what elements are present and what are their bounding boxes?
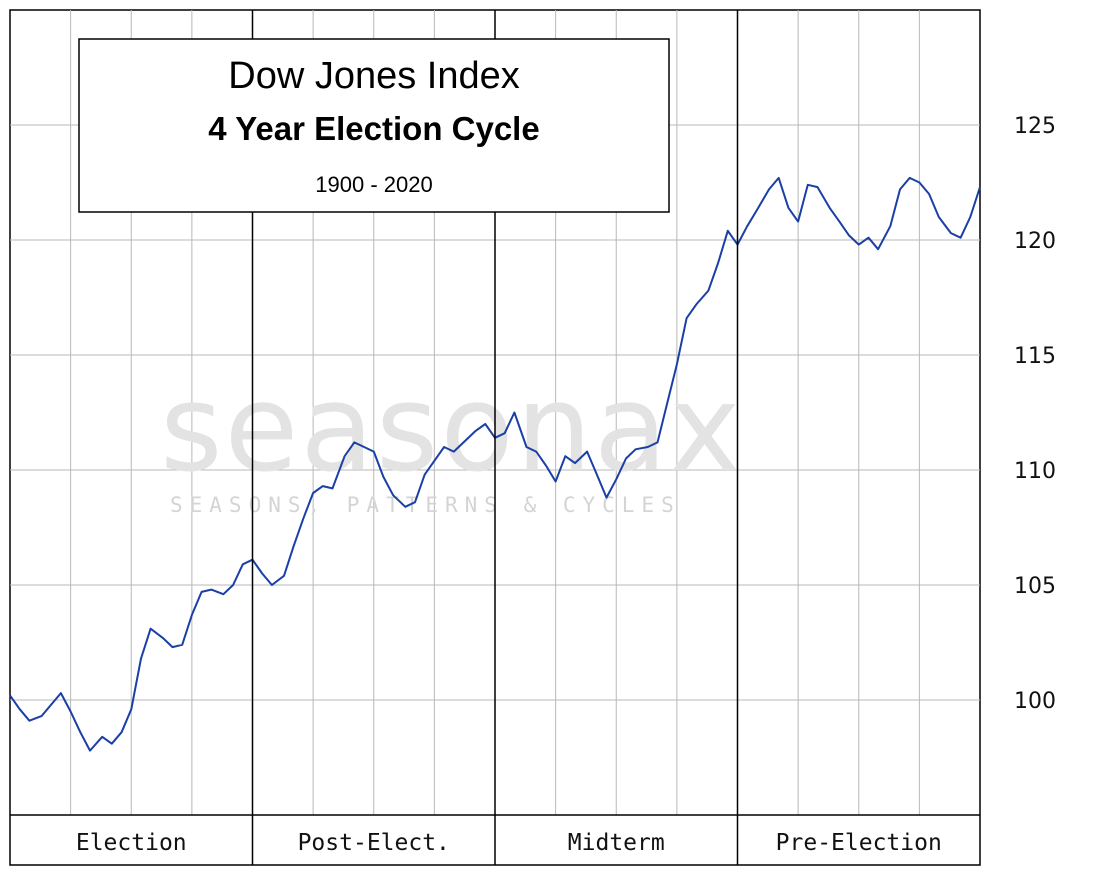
watermark-tagline: SEASONS, PATTERNS & CYCLES — [170, 493, 681, 517]
phase-label-3: Pre-Election — [776, 830, 942, 856]
y-tick-label-125: 125 — [1014, 114, 1056, 139]
chart-title: Dow Jones Index — [228, 55, 520, 97]
y-tick-label-100: 100 — [1014, 689, 1056, 714]
watermark: seasonax SEASONS, PATTERNS & CYCLES — [160, 360, 742, 517]
chart-subtitle: 4 Year Election Cycle — [208, 110, 539, 147]
watermark-brand: seasonax — [160, 360, 742, 499]
y-tick-label-115: 115 — [1014, 344, 1056, 369]
title-block: Dow Jones Index 4 Year Election Cycle 19… — [78, 38, 670, 213]
x-axis-phase-labels: Election Post-Elect. Midterm Pre-Election — [76, 830, 942, 856]
chart-period: 1900 - 2020 — [315, 172, 432, 197]
phase-label-1: Post-Elect. — [298, 830, 450, 856]
phase-label-0: Election — [76, 830, 187, 856]
phase-label-2: Midterm — [568, 830, 665, 856]
y-tick-label-105: 105 — [1014, 574, 1056, 599]
title-box — [78, 38, 670, 213]
y-axis-tick-labels: 100 105 110 115 120 125 — [1014, 114, 1056, 714]
y-tick-label-110: 110 — [1014, 459, 1056, 484]
y-tick-label-120: 120 — [1014, 229, 1056, 254]
